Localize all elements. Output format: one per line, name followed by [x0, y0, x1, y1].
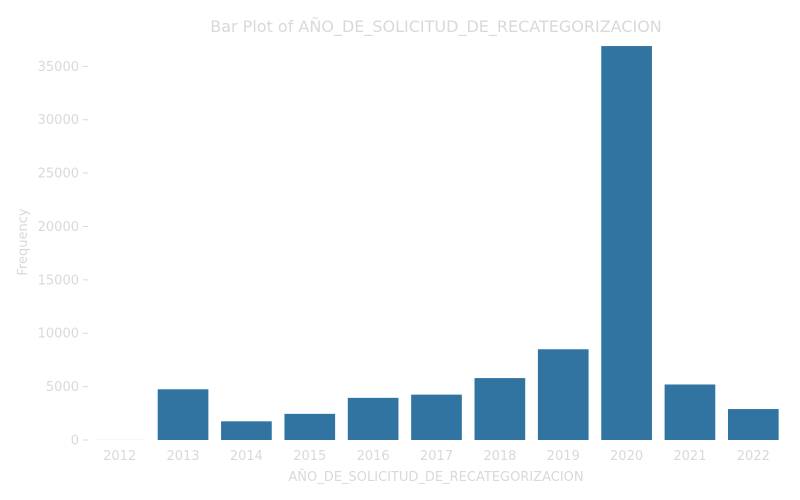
x-tick-label-2021: 2021: [673, 449, 706, 464]
bar-2013: [157, 389, 209, 440]
bar-2019: [537, 349, 589, 440]
x-tick-label-2015: 2015: [293, 449, 326, 464]
y-tick-label-15000: 15000: [38, 273, 79, 288]
y-tick-label-30000: 30000: [38, 113, 79, 128]
bar-2017: [411, 394, 462, 440]
bar-2014: [221, 421, 272, 440]
x-tick-label-2014: 2014: [230, 449, 263, 464]
bar-2015: [284, 413, 336, 440]
y-tick-label-35000: 35000: [38, 60, 79, 75]
bar-2021: [664, 384, 716, 440]
x-axis-ticks: 2012 2013 2014 2015 2016 2017 2018 2019 2020 2021…: [103, 449, 770, 464]
x-tick-label-2017: 2017: [420, 449, 453, 464]
x-tick-label-2016: 2016: [357, 449, 390, 464]
x-tick-label-2022: 2022: [737, 449, 770, 464]
chart-title: Bar Plot of AÑO_DE_SOLICITUD_DE_RECATEGO…: [210, 17, 662, 37]
x-tick-label-2020: 2020: [610, 449, 643, 464]
bar-2016: [347, 397, 399, 440]
x-tick-label-2018: 2018: [483, 449, 516, 464]
x-tick-label-2012: 2012: [103, 449, 136, 464]
bar-2018: [474, 378, 526, 440]
x-tick-label-2019: 2019: [547, 449, 580, 464]
y-axis-ticks: 0 5000 10000 15000 20000 25000 30000 35000: [38, 60, 88, 449]
x-axis-label: AÑO_DE_SOLICITUD_DE_RECATEGORIZACION: [288, 469, 583, 485]
y-axis-label: Frequency: [16, 208, 31, 275]
y-tick-label-25000: 25000: [38, 167, 79, 182]
bar-2022: [727, 409, 779, 440]
bars-group: [94, 46, 779, 440]
x-tick-label-2013: 2013: [167, 449, 200, 464]
bar-2020: [601, 46, 652, 440]
y-tick-label-0: 0: [71, 434, 79, 449]
y-tick-label-20000: 20000: [38, 220, 79, 235]
y-tick-label-10000: 10000: [38, 327, 79, 342]
y-tick-label-5000: 5000: [46, 380, 79, 395]
